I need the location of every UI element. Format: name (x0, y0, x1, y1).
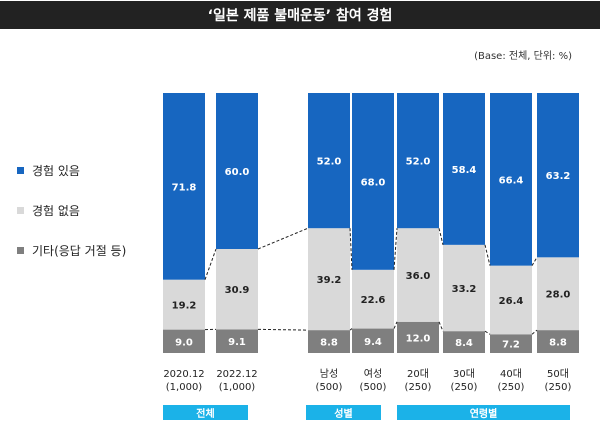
data-label-have-5: 58.4 (452, 165, 477, 176)
legend-swatch-other (17, 246, 24, 254)
base-note: (Base: 전체, 단위: %) (474, 51, 572, 62)
bar-other-7 (537, 330, 579, 353)
category-label-2-0: 남성 (320, 368, 338, 380)
legend-label-other: 기타(응답 거절 등) (32, 243, 127, 258)
connector-1-2 (349, 228, 353, 270)
group-label-total: 전체 (163, 405, 248, 420)
bar-have-5 (443, 93, 485, 245)
legend: 경험 있음 경험 없음 기타(응답 거절 등) (17, 160, 126, 260)
data-label-have-0: 71.8 (172, 182, 197, 193)
bar-none-4 (397, 228, 439, 322)
data-label-none-0: 19.2 (172, 301, 197, 312)
category-label-6-1: (250) (498, 382, 525, 393)
data-label-none-7: 28.0 (546, 290, 571, 301)
bar-none-3 (352, 269, 394, 329)
data-label-other-6: 7.2 (502, 340, 520, 351)
legend-label-none: 경험 없음 (32, 203, 80, 218)
category-label-0-1: (1,000) (166, 382, 203, 393)
title-bar: ‘일본 제품 불매운동’ 참여 경험 (0, 0, 600, 30)
legend-swatch-have (17, 166, 24, 174)
group-label-gender: 성별 (306, 405, 381, 420)
legend-item-none: 경험 없음 (17, 200, 126, 220)
bar-have-6 (490, 93, 532, 266)
legend-item-have: 경험 있음 (17, 160, 126, 180)
bar-other-4 (397, 321, 439, 353)
category-label-0-0: 2020.12 (163, 369, 204, 380)
connector-0-2 (349, 328, 353, 331)
connector-0-3 (393, 321, 398, 329)
bar-have-7 (537, 93, 579, 258)
connector-0-5 (484, 330, 491, 335)
data-label-other-4: 12.0 (406, 333, 431, 344)
data-label-none-3: 22.6 (361, 295, 386, 306)
data-label-have-7: 63.2 (546, 171, 571, 182)
bar-other-2 (308, 330, 350, 353)
data-label-have-1: 60.0 (225, 167, 250, 178)
category-label-7-1: (250) (545, 382, 572, 393)
connector-1-0 (204, 248, 217, 280)
bar-none-2 (308, 228, 350, 331)
connector-1-4 (438, 228, 444, 245)
connector-1-5 (484, 244, 491, 266)
bar-other-1 (216, 329, 258, 353)
category-label-1-0: 2022.12 (216, 369, 257, 380)
data-label-have-4: 52.0 (406, 157, 431, 168)
bar-none-0 (163, 279, 205, 330)
category-label-7-0: 50대 (547, 368, 569, 380)
category-label-4-1: (250) (405, 382, 432, 393)
data-label-other-1: 9.1 (228, 337, 246, 348)
chart-title: ‘일본 제품 불매운동’ 참여 경험 (0, 1, 600, 29)
category-label-1-1: (1,000) (219, 382, 256, 393)
bar-other-3 (352, 328, 394, 353)
group-label-age: 연령별 (397, 405, 570, 420)
data-label-none-6: 26.4 (499, 296, 524, 307)
connector-0-4 (438, 321, 444, 332)
legend-swatch-none (17, 206, 24, 214)
data-label-have-3: 68.0 (361, 177, 386, 188)
category-label-2-1: (500) (316, 382, 343, 393)
data-label-none-2: 39.2 (317, 275, 342, 286)
data-label-other-5: 8.4 (455, 338, 473, 349)
connector-1-3 (393, 228, 398, 270)
bar-none-5 (443, 244, 485, 332)
data-label-have-2: 52.0 (317, 157, 342, 168)
bar-have-4 (397, 93, 439, 229)
data-label-none-5: 33.2 (452, 284, 477, 295)
bar-have-2 (308, 93, 350, 229)
data-label-none-4: 36.0 (406, 271, 431, 282)
data-label-other-0: 9.0 (175, 337, 193, 348)
data-label-other-7: 8.8 (549, 338, 567, 349)
data-label-have-6: 66.4 (499, 175, 524, 186)
category-label-4-0: 20대 (407, 368, 429, 380)
bar-have-3 (352, 93, 394, 270)
data-label-other-2: 8.8 (320, 338, 338, 349)
category-label-5-0: 30대 (453, 368, 475, 380)
legend-item-other: 기타(응답 거절 등) (17, 240, 126, 260)
connector-1-6 (531, 257, 538, 266)
connector-0-1 (257, 328, 309, 331)
bar-have-1 (216, 93, 258, 249)
data-label-none-1: 30.9 (225, 285, 250, 296)
bar-none-7 (537, 257, 579, 331)
bar-have-0 (163, 93, 205, 280)
data-label-other-3: 9.4 (364, 337, 382, 348)
category-label-3-1: (500) (360, 382, 387, 393)
connector-1-1 (257, 227, 309, 250)
bar-none-1 (216, 249, 258, 330)
connector-0-6 (531, 329, 538, 335)
bar-other-6 (490, 334, 532, 353)
bar-none-6 (490, 265, 532, 335)
category-label-3-0: 여성 (364, 368, 382, 380)
legend-label-have: 경험 있음 (32, 163, 80, 178)
category-label-6-0: 40대 (500, 368, 522, 380)
bar-other-5 (443, 331, 485, 353)
bar-other-0 (163, 329, 205, 353)
category-label-5-1: (250) (451, 382, 478, 393)
